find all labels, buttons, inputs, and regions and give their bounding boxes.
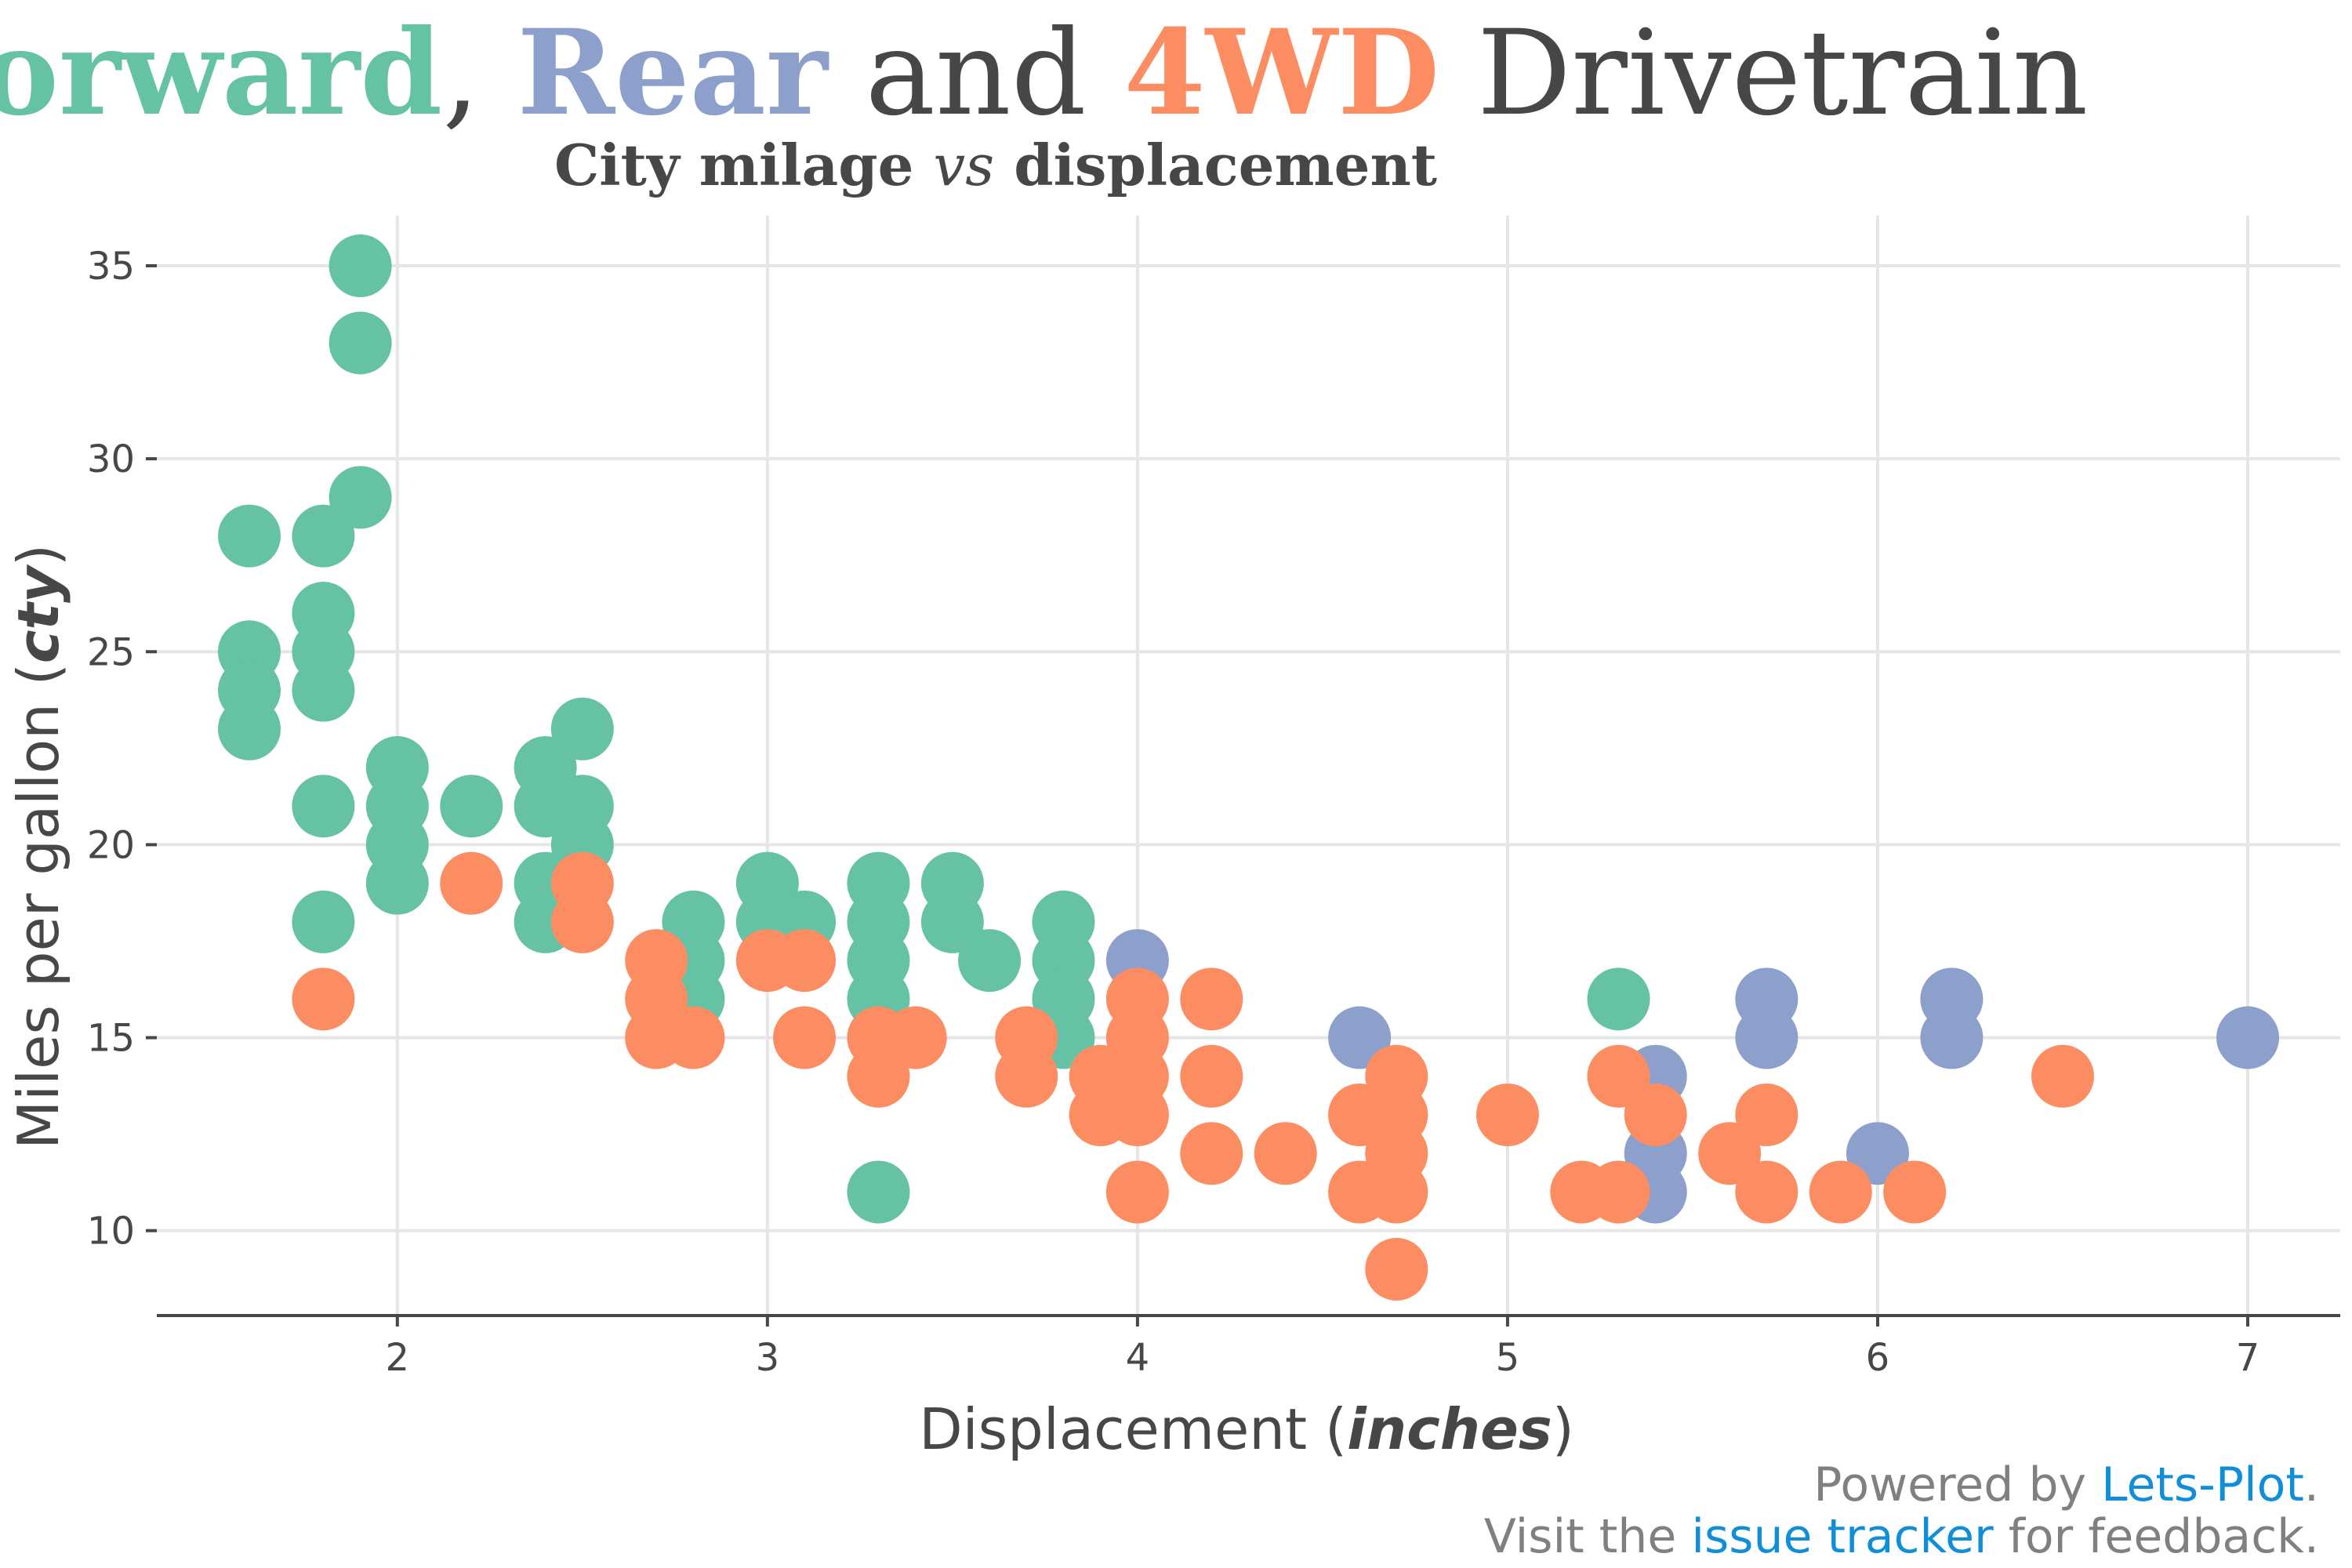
x-tick-label: 3 (756, 1336, 780, 1380)
footer-feedback: Visit the issue tracker for feedback. (1484, 1509, 2319, 1564)
data-point-4 (1254, 1122, 1317, 1185)
scatter-points (218, 234, 2279, 1301)
data-point-4 (1587, 1160, 1650, 1224)
title-drivetrain: Drivetrain (1439, 5, 2088, 142)
x-axis-title-unit: inches (1347, 1396, 1552, 1462)
footer-line2-prefix: Visit the (1484, 1509, 1691, 1564)
y-tick-label: 20 (87, 823, 135, 867)
axes: 2 3 4 5 6 7 10 15 20 25 30 35 (87, 245, 2340, 1380)
data-point-f (550, 697, 614, 760)
data-point-4 (1105, 1160, 1169, 1224)
data-point-f (1587, 967, 1650, 1031)
data-point-f (958, 929, 1022, 993)
data-point-4 (1624, 1083, 1687, 1147)
x-tick-label: 4 (1126, 1336, 1150, 1380)
data-point-f (847, 1160, 910, 1224)
y-tick-label: 25 (87, 630, 135, 674)
data-point-f (292, 890, 355, 953)
data-point-f (292, 659, 355, 722)
y-axis-title-prefix: Miles per gallon ( (5, 663, 71, 1149)
data-point-f (328, 234, 392, 297)
grid-lines (157, 216, 2340, 1316)
subtitle-part1: City milage (554, 132, 934, 198)
y-tick-label: 15 (87, 1017, 135, 1061)
y-tick-label: 35 (87, 245, 135, 289)
data-point-4 (1475, 1083, 1539, 1147)
data-point-4 (1180, 1044, 1243, 1108)
y-tick-label: 10 (87, 1210, 135, 1254)
data-point-4 (662, 1006, 725, 1069)
title-4wd: 4WD (1123, 4, 1439, 142)
footer-line1-prefix: Powered by (1813, 1457, 2101, 1512)
y-axis-title-suffix: ) (5, 544, 71, 566)
data-point-4 (1883, 1160, 1947, 1224)
data-point-4 (1735, 1160, 1798, 1224)
data-point-4 (1365, 1160, 1428, 1224)
data-point-4 (1735, 1083, 1798, 1147)
data-point-f (328, 311, 392, 375)
data-point-4 (2031, 1044, 2094, 1108)
data-point-4 (292, 967, 355, 1031)
x-axis-title-prefix: Displacement ( (919, 1396, 1347, 1462)
title-forward: Forward (0, 4, 442, 142)
x-tick-label: 5 (1496, 1336, 1520, 1380)
y-tick-label: 30 (87, 437, 135, 481)
title-and: and (828, 5, 1123, 142)
chart-title: Forward, Rear and 4WD Drivetrain (0, 4, 2088, 142)
y-axis-title: Miles per gallon (cty) (5, 544, 71, 1149)
subtitle-vs: vs (934, 132, 995, 198)
chart-subtitle: City milage vs displacement (554, 132, 1437, 198)
data-point-f (440, 775, 503, 838)
data-point-f (292, 775, 355, 838)
title-comma: , (442, 5, 517, 142)
x-tick-label: 2 (386, 1336, 410, 1380)
lets-plot-link[interactable]: Lets-Plot (2101, 1457, 2304, 1512)
footer-line1-suffix: . (2304, 1457, 2319, 1512)
data-point-4 (1365, 1237, 1428, 1301)
data-point-4 (995, 1044, 1058, 1108)
data-point-4 (440, 851, 503, 915)
data-point-f (218, 697, 281, 760)
data-point-r (1920, 1006, 1984, 1069)
data-point-f (218, 504, 281, 568)
data-point-4 (1180, 1122, 1243, 1185)
x-axis-title-suffix: ) (1552, 1396, 1574, 1462)
data-point-4 (884, 1006, 947, 1069)
subtitle-part2: displacement (994, 132, 1437, 198)
data-point-r (1735, 1006, 1798, 1069)
footer-line2-suffix: for feedback. (1994, 1509, 2319, 1564)
data-point-4 (773, 929, 837, 993)
data-point-4 (550, 890, 614, 953)
title-rear: Rear (517, 4, 829, 142)
data-point-f (365, 851, 429, 915)
data-point-f (328, 466, 392, 529)
data-point-4 (1180, 967, 1243, 1031)
x-axis-title: Displacement (inches) (919, 1396, 1574, 1462)
x-tick-label: 6 (1866, 1336, 1890, 1380)
data-point-4 (1809, 1160, 1872, 1224)
issue-tracker-link[interactable]: issue tracker (1691, 1509, 1994, 1564)
data-point-4 (773, 1006, 837, 1069)
footer-powered-by: Powered by Lets-Plot. (1813, 1457, 2319, 1512)
data-point-4 (1105, 1083, 1169, 1147)
y-axis-title-unit: cty (5, 564, 71, 663)
data-point-r (2216, 1006, 2279, 1069)
x-tick-label: 7 (2236, 1336, 2260, 1380)
